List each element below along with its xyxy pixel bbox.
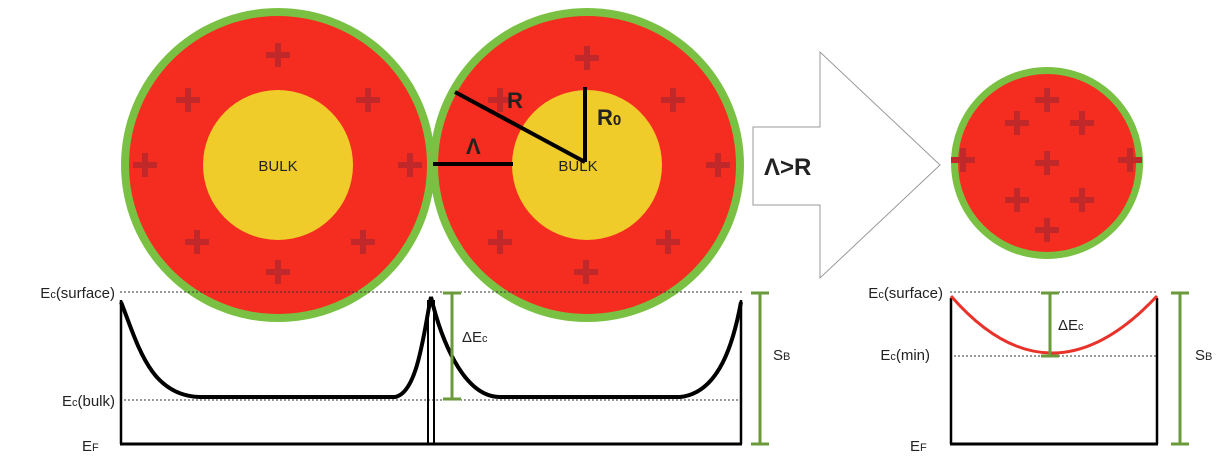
label-sub: F (920, 442, 927, 454)
label-rest: (bulk) (77, 393, 115, 410)
bulk-label: BULK (258, 158, 297, 175)
ef-label: EF (82, 438, 99, 455)
label-sub: 0 (613, 112, 621, 129)
page: BULK BULK R R0 Λ Λ>R Ec(surface) Ec(bulk… (0, 0, 1229, 456)
debye-label: Λ (466, 134, 481, 159)
ef-label: EF (910, 438, 927, 455)
band-curve (121, 297, 741, 397)
label-main: R (597, 105, 613, 130)
label-rest: (surface) (56, 285, 115, 302)
label-main: E (40, 285, 50, 302)
ec-min-label: Ec(min) (880, 347, 930, 364)
label-main: E (62, 393, 72, 410)
label-rest: (min) (896, 347, 930, 364)
label-sub: B (783, 351, 790, 363)
ec-surface-label: Ec(surface) (40, 285, 115, 302)
condition-label: Λ>R (764, 154, 811, 181)
delta-ec-label: ΔEc (462, 329, 488, 346)
bulk-label: BULK (558, 158, 597, 175)
label-sub: B (1205, 351, 1212, 363)
label-sub: c (482, 333, 488, 345)
label-main: E (910, 438, 920, 455)
label-sub: F (92, 442, 99, 454)
sb-label: SB (773, 347, 790, 364)
band-curve (951, 296, 1157, 353)
label-main: S (773, 347, 783, 364)
label-sub: c (1078, 321, 1084, 333)
radius-label: R (507, 88, 523, 113)
label-main: ΔE (1058, 317, 1078, 334)
label-main: E (868, 285, 878, 302)
label-main: E (82, 438, 92, 455)
ec-bulk-label: Ec(bulk) (62, 393, 115, 410)
label-rest: (surface) (884, 285, 943, 302)
ec-surface-label: Ec(surface) (868, 285, 943, 302)
label-main: ΔE (462, 329, 482, 346)
delta-ec-label: ΔEc (1058, 317, 1084, 334)
label-main: S (1195, 347, 1205, 364)
label-main: E (880, 347, 890, 364)
diagram: BULK BULK R R0 Λ Λ>R Ec(surface) Ec(bulk… (0, 0, 1229, 456)
sb-label: SB (1195, 347, 1212, 364)
